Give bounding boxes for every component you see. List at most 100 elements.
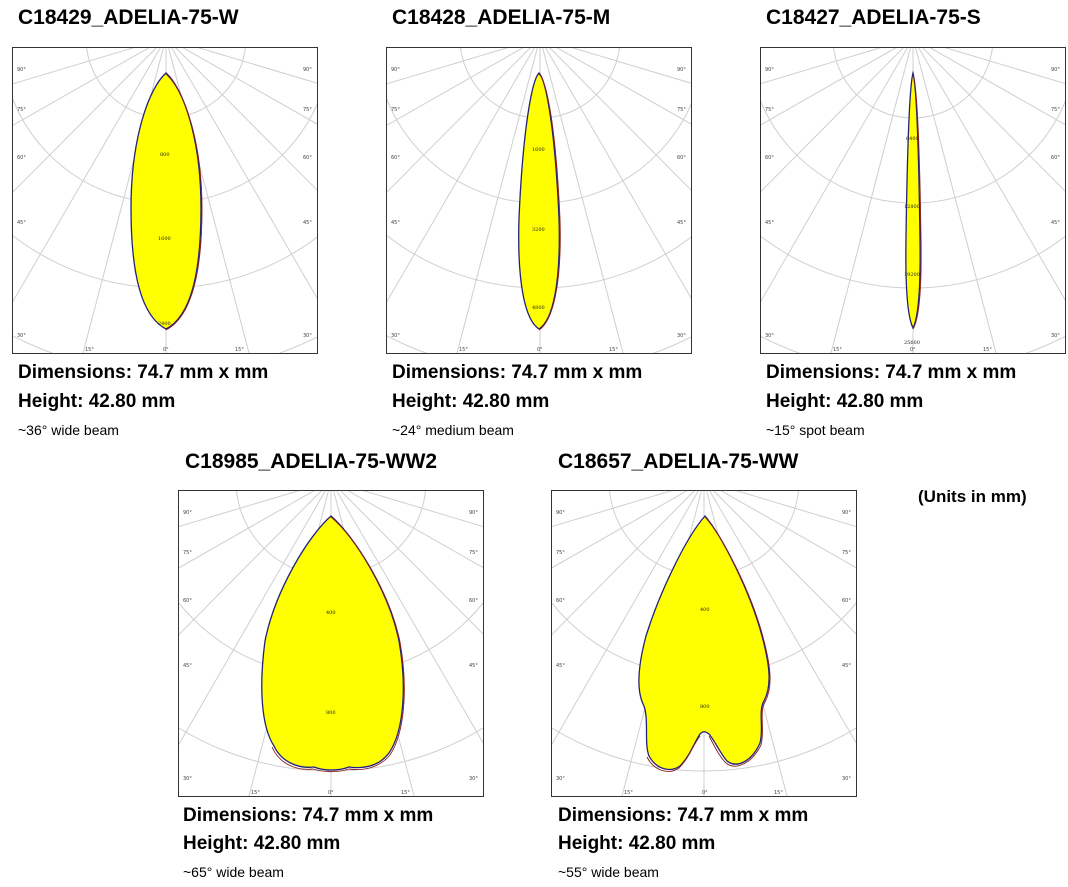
angle-label-15-right: 15°: [983, 347, 992, 353]
height-text: Height: 42.80 mm: [18, 391, 176, 412]
angle-label-75-right: 75°: [1051, 107, 1060, 113]
angle-label-75-left: 75°: [556, 550, 565, 556]
beam-curve: [638, 515, 770, 770]
angle-label-0: 0°: [702, 790, 708, 796]
angle-label-15-left: 15°: [624, 790, 633, 796]
angle-label-75-left: 75°: [17, 107, 26, 113]
polar-diagram-svg: 90° 90° 75° 75° 60° 60° 45° 45° 30° 30° …: [387, 48, 691, 353]
polar-diagram: 90° 90° 75° 75° 60° 60° 45° 45° 30° 30° …: [178, 490, 484, 797]
angle-label-0: 0°: [910, 347, 916, 353]
angle-label-15-left: 15°: [833, 347, 842, 353]
beam-note: ~15° spot beam: [766, 422, 865, 438]
polar-diagram: 90° 90° 75° 75° 60° 60° 45° 45° 30° 30° …: [551, 490, 857, 797]
candela-label: 6400: [906, 136, 919, 142]
angle-label-15-right: 15°: [774, 790, 783, 796]
angle-label-90-left: 90°: [17, 67, 26, 73]
angle-label-60-left: 60°: [556, 598, 565, 604]
angle-label-45-right: 45°: [1051, 220, 1060, 226]
angle-label-0: 0°: [328, 790, 334, 796]
candela-label: 800: [700, 704, 710, 710]
polar-diagram: 90° 90° 75° 75° 60° 60° 45° 45° 30° 30° …: [760, 47, 1066, 354]
polar-diagram: 90° 90° 75° 75° 60° 60° 45° 45° 30° 30° …: [12, 47, 318, 354]
angle-label-45-left: 45°: [391, 220, 400, 226]
dimensions-text: Dimensions: 74.7 mm x mm: [766, 362, 1017, 383]
angle-label-60-right: 60°: [469, 598, 478, 604]
angle-label-75-left: 75°: [183, 550, 192, 556]
angle-label-90-right: 90°: [303, 67, 312, 73]
height-text: Height: 42.80 mm: [558, 833, 716, 854]
dimensions-text: Dimensions: 74.7 mm x mm: [558, 805, 809, 826]
angle-label-15-left: 15°: [459, 347, 468, 353]
angle-label-30-left: 30°: [17, 333, 26, 339]
dimensions-text: Dimensions: 74.7 mm x mm: [392, 362, 643, 383]
candela-label: 1600: [158, 236, 171, 242]
angle-label-75-right: 75°: [842, 550, 851, 556]
polar-diagram-svg: 90° 90° 75° 75° 60° 60° 45° 45° 30° 30° …: [761, 48, 1065, 353]
angle-label-30-left: 30°: [391, 333, 400, 339]
angle-label-45-left: 45°: [556, 663, 565, 669]
angle-label-30-right: 30°: [469, 776, 478, 782]
angle-label-90-right: 90°: [842, 510, 851, 516]
panel-title: C18985_ADELIA-75-WW2: [185, 450, 438, 473]
angle-label-90-left: 90°: [556, 510, 565, 516]
polar-diagram-svg: 90° 90° 75° 75° 60° 60° 45° 45° 30° 30° …: [552, 491, 856, 796]
dimensions-text: Dimensions: 74.7 mm x mm: [183, 805, 434, 826]
beam-note: ~36° wide beam: [18, 422, 119, 438]
beam-curve: [130, 72, 202, 330]
angle-label-60-left: 60°: [183, 598, 192, 604]
candela-label: 800: [326, 710, 336, 716]
polar-diagram-svg: 90° 90° 75° 75° 60° 60° 45° 45° 30° 30° …: [13, 48, 317, 353]
angle-label-15-right: 15°: [401, 790, 410, 796]
angle-label-30-left: 30°: [183, 776, 192, 782]
angle-label-60-left: 60°: [17, 155, 26, 161]
dimensions-text: Dimensions: 74.7 mm x mm: [18, 362, 269, 383]
angle-label-60-right: 60°: [1051, 155, 1060, 161]
height-text: Height: 42.80 mm: [392, 391, 550, 412]
angle-label-45-right: 45°: [303, 220, 312, 226]
angle-label-45-left: 45°: [17, 220, 26, 226]
panel-title: C18657_ADELIA-75-WW: [558, 450, 799, 473]
candela-label: 2400: [158, 321, 171, 327]
angle-label-90-left: 90°: [391, 67, 400, 73]
angle-label-60-right: 60°: [303, 155, 312, 161]
candela-label: 400: [700, 607, 710, 613]
angle-label-60-left: 60°: [391, 155, 400, 161]
beam-curve: [518, 72, 560, 330]
beam-note: ~55° wide beam: [558, 864, 659, 880]
angle-label-60-left: 60°: [765, 155, 774, 161]
panel-title: C18429_ADELIA-75-W: [18, 6, 239, 29]
panel-title: C18428_ADELIA-75-M: [392, 6, 611, 29]
candela-label: 3200: [532, 227, 545, 233]
angle-label-45-right: 45°: [469, 663, 478, 669]
candela-label: 400: [326, 610, 336, 616]
angle-label-15-right: 15°: [235, 347, 244, 353]
angle-label-15-right: 15°: [609, 347, 618, 353]
angle-label-0: 0°: [163, 347, 169, 353]
angle-label-0: 0°: [537, 347, 543, 353]
polar-diagram-svg: 90° 90° 75° 75° 60° 60° 45° 45° 30° 30° …: [179, 491, 483, 796]
angle-label-90-left: 90°: [765, 67, 774, 73]
candela-label: 1600: [532, 147, 545, 153]
candela-label: 4800: [532, 305, 545, 311]
angle-label-30-right: 30°: [677, 333, 686, 339]
height-text: Height: 42.80 mm: [183, 833, 341, 854]
angle-label-90-right: 90°: [677, 67, 686, 73]
angle-label-75-left: 75°: [391, 107, 400, 113]
beam-note: ~65° wide beam: [183, 864, 284, 880]
candela-label: 25600: [904, 340, 920, 346]
angle-label-90-right: 90°: [469, 510, 478, 516]
beam-curve: [905, 70, 921, 330]
angle-label-30-right: 30°: [303, 333, 312, 339]
angle-label-30-right: 30°: [842, 776, 851, 782]
candela-label: 800: [160, 152, 170, 158]
angle-label-60-right: 60°: [842, 598, 851, 604]
angle-label-75-left: 75°: [765, 107, 774, 113]
angle-label-90-left: 90°: [183, 510, 192, 516]
angle-label-60-right: 60°: [677, 155, 686, 161]
angle-label-45-right: 45°: [677, 220, 686, 226]
angle-label-45-left: 45°: [183, 663, 192, 669]
beam-curve: [261, 515, 404, 771]
panel-title: C18427_ADELIA-75-S: [766, 6, 981, 29]
candela-label: 12800: [904, 204, 920, 210]
candela-label: 19200: [904, 272, 920, 278]
